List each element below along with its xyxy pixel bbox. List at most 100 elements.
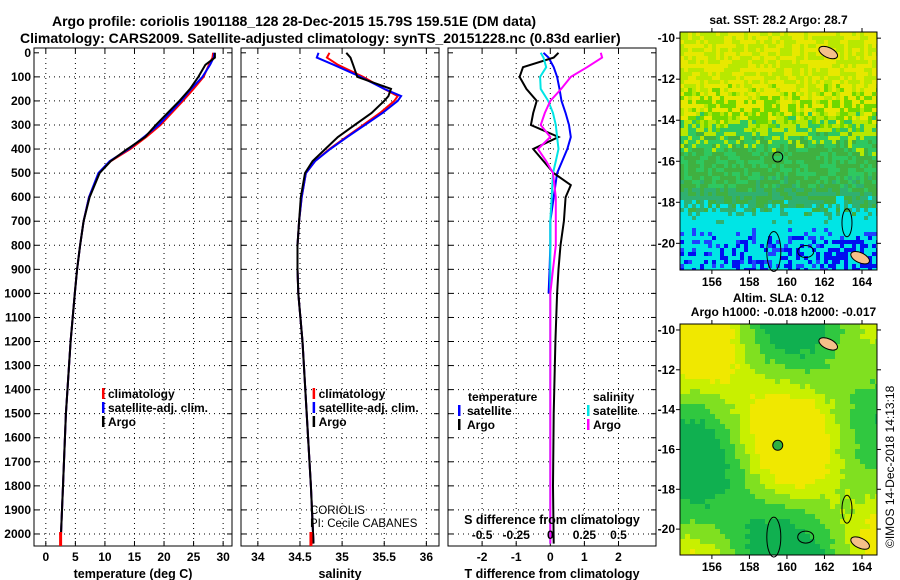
map-cell	[756, 240, 760, 244]
map-cell	[708, 192, 712, 196]
map-cell	[732, 112, 736, 116]
map-cell	[695, 484, 700, 489]
map-cell	[804, 192, 808, 196]
map-cell	[690, 379, 695, 384]
map-cell	[756, 116, 760, 120]
map-cell	[780, 549, 785, 554]
map-cell	[715, 334, 720, 339]
map-cell	[736, 144, 740, 148]
map-cell	[768, 240, 772, 244]
map-cell	[848, 244, 852, 248]
map-cell	[772, 92, 776, 96]
map-cell	[815, 354, 820, 359]
map-cell	[692, 224, 696, 228]
map-cell	[704, 72, 708, 76]
map-cell	[872, 76, 876, 80]
map-cell	[705, 419, 710, 424]
map-cell	[752, 264, 756, 268]
map-cell	[705, 519, 710, 524]
map-cell	[780, 534, 785, 539]
map-cell	[710, 509, 715, 514]
map-cell	[760, 409, 765, 414]
map-cell	[770, 344, 775, 349]
map-cell	[795, 464, 800, 469]
map-cell	[715, 449, 720, 454]
map-cell	[812, 228, 816, 232]
map-cell	[696, 152, 700, 156]
map-cell	[756, 192, 760, 196]
map-cell	[720, 256, 724, 260]
map-cell	[780, 188, 784, 192]
map-cell	[844, 64, 848, 68]
map-cell	[684, 232, 688, 236]
map-cell	[800, 100, 804, 104]
map-cell	[804, 204, 808, 208]
map-cell	[684, 136, 688, 140]
map-cell	[796, 44, 800, 48]
map-cell	[740, 544, 745, 549]
map-cell	[760, 52, 764, 56]
map-cell	[720, 519, 725, 524]
map-cell	[688, 164, 692, 168]
map-cell	[805, 534, 810, 539]
map-cell	[700, 244, 704, 248]
map-cell	[688, 236, 692, 240]
map-cell	[740, 479, 745, 484]
map-cell	[730, 459, 735, 464]
map-cell	[864, 48, 868, 52]
map-cell	[696, 108, 700, 112]
map-cell	[690, 359, 695, 364]
map-cell	[856, 176, 860, 180]
map-cell	[740, 374, 745, 379]
map-cell	[725, 349, 730, 354]
map-cell	[684, 252, 688, 256]
map-cell	[840, 44, 844, 48]
map-cell	[740, 484, 745, 489]
map-cell	[684, 76, 688, 80]
map-cell	[680, 188, 684, 192]
map-cell	[824, 60, 828, 64]
map-cell	[844, 216, 848, 220]
map-cell	[710, 469, 715, 474]
map-cell	[728, 136, 732, 140]
map-cell	[830, 509, 835, 514]
map-cell	[820, 108, 824, 112]
map-cell	[730, 419, 735, 424]
map-cell	[835, 519, 840, 524]
map-cell	[800, 419, 805, 424]
map-cell	[868, 240, 872, 244]
map-cell	[696, 120, 700, 124]
map-cell	[728, 216, 732, 220]
map-cell	[872, 184, 876, 188]
map-cell	[840, 369, 845, 374]
map-cell	[710, 394, 715, 399]
map-cell	[780, 164, 784, 168]
map-cell	[800, 394, 805, 399]
map-cell	[816, 244, 820, 248]
map-cell	[708, 108, 712, 112]
map-cell	[708, 84, 712, 88]
map-cell	[750, 399, 755, 404]
map-cell	[736, 268, 740, 270]
map-cell	[750, 334, 755, 339]
map-cell	[864, 188, 868, 192]
map-cell	[805, 424, 810, 429]
map-cell	[770, 359, 775, 364]
map-cell	[720, 168, 724, 172]
map-cell	[700, 116, 704, 120]
map-cell	[688, 132, 692, 136]
map-cell	[860, 96, 864, 100]
map-cell	[708, 220, 712, 224]
map-cell	[808, 168, 812, 172]
map-cell	[684, 52, 688, 56]
map-cell	[716, 208, 720, 212]
map-cell	[820, 84, 824, 88]
map-cell	[696, 104, 700, 108]
map-cell	[760, 414, 765, 419]
map-cell	[748, 244, 752, 248]
map-cell	[710, 434, 715, 439]
map-cell	[830, 374, 835, 379]
map-cell	[724, 164, 728, 168]
map-cell	[680, 160, 684, 164]
map-cell	[705, 354, 710, 359]
